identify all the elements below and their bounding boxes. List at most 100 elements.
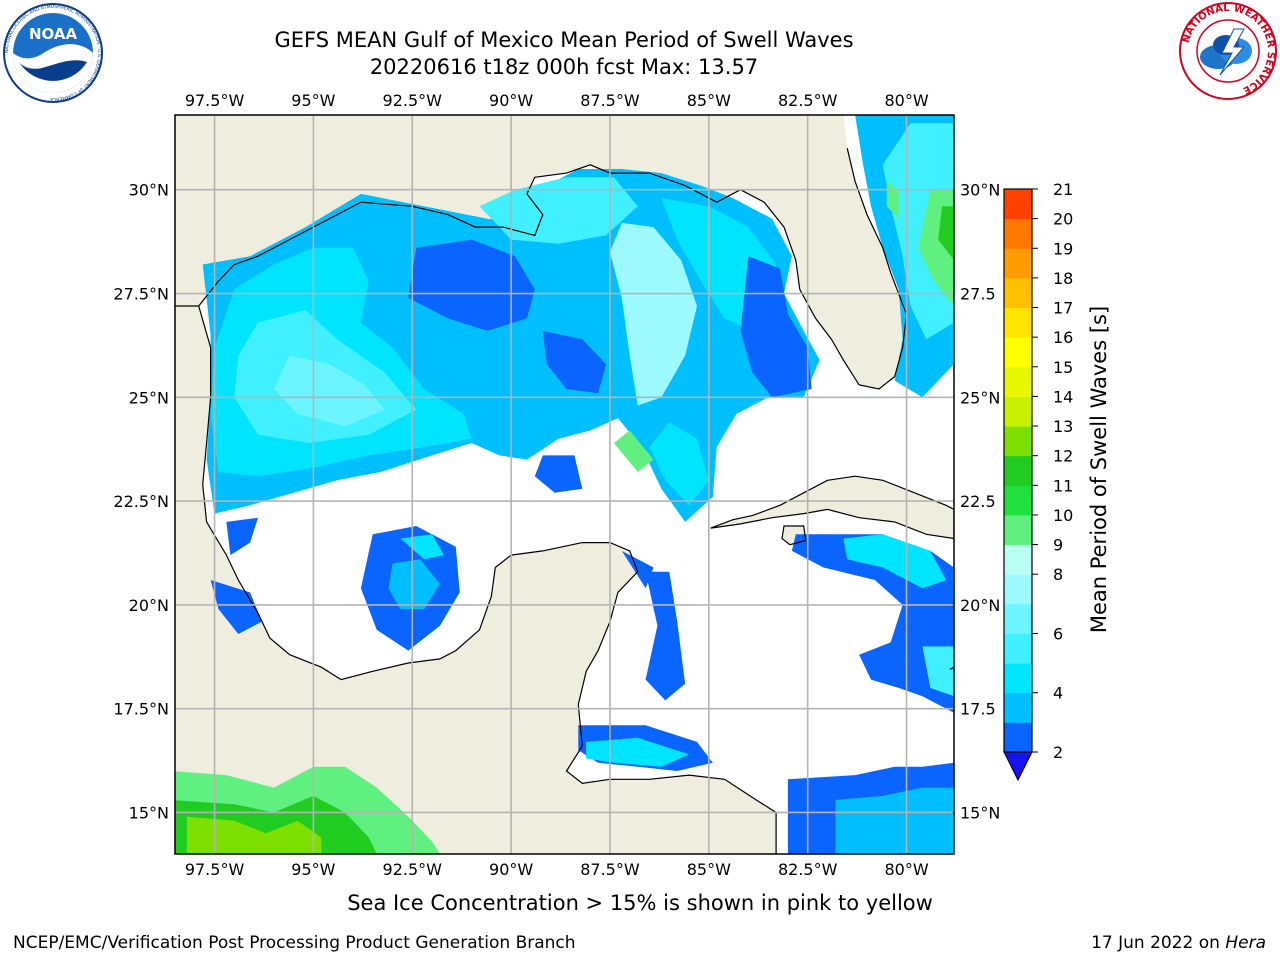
y-tick-label-left: 22.5°N	[113, 492, 169, 511]
x-tick-label-top: 97.5°W	[185, 91, 245, 110]
field-central-gulf-6s	[479, 177, 638, 244]
x-tick-label-top: 90°W	[489, 91, 533, 110]
field-e-gulf-dark	[740, 256, 812, 398]
us-landmass	[175, 115, 907, 389]
field-sw-gulf-patch	[210, 580, 262, 634]
colorbar-segment	[1004, 426, 1032, 457]
colorbar-tick-label: 10	[1053, 506, 1073, 525]
colorbar-segment	[1004, 366, 1032, 397]
field-caribbean-e-4s	[843, 534, 947, 589]
field-w-gulf-8s	[273, 355, 385, 427]
footer-branch: NCEP/EMC/Verification Post Processing Pr…	[13, 933, 576, 953]
field-florida-atlantic-11s	[938, 206, 954, 261]
lat-lon-grid	[175, 115, 954, 854]
colorbar-tick-label: 13	[1053, 417, 1073, 436]
x-tick-label-top: 80°W	[884, 91, 928, 110]
sea-ice-note: Sea Ice Concentration > 15% is shown in …	[347, 891, 933, 915]
colorbar-tick-label: 15	[1053, 358, 1073, 377]
y-tick-label-right: 17.5	[960, 700, 996, 719]
colorbar-tick-label: 6	[1053, 624, 1063, 643]
x-tick-label-top: 85°W	[687, 91, 731, 110]
field-caribbean-s-2s	[835, 787, 954, 854]
y-tick-label-right: 25°N	[960, 388, 1000, 407]
y-tick-label-left: 15°N	[129, 803, 169, 822]
cuba-landmass	[710, 476, 954, 539]
x-tick-label-bottom: 95°W	[291, 860, 335, 879]
colorbar-segment	[1004, 663, 1032, 694]
colorbar-frame	[1003, 188, 1033, 753]
colorbar-tick-label: 11	[1053, 476, 1073, 495]
field-bay-campeche-2s	[388, 559, 440, 610]
field-n-gulf-dark	[408, 239, 535, 331]
colorbar-segment	[1004, 189, 1032, 220]
colorbar-tick-label: 17	[1053, 299, 1073, 318]
y-tick-label-left: 25°N	[129, 388, 169, 407]
y-tick-label-left: 27.5°N	[113, 285, 169, 304]
x-tick-label-bottom: 92.5°W	[383, 860, 443, 879]
colorbar-segment	[1004, 337, 1032, 368]
y-tick-label-right: 15°N	[960, 803, 1000, 822]
noaa-wordmark: NOAA	[29, 25, 78, 43]
footer-host: Hera	[1225, 933, 1266, 953]
x-tick-label-bottom: 97.5°W	[185, 860, 245, 879]
chart-title: GEFS MEAN Gulf of Mexico Mean Period of …	[274, 28, 854, 52]
y-tick-label-right: 30°N	[960, 181, 1000, 200]
x-tick-label-top: 87.5°W	[580, 91, 640, 110]
colorbar-extend-arrow	[1003, 751, 1033, 782]
colorbar-tick-label: 4	[1053, 684, 1063, 703]
footer-date: 17 Jun 2022 on Hera	[1091, 933, 1266, 953]
map-ticks: 97.5°W 97.5°W 95°W 95°W 92.5°W 92.5°W 90°W 90°W…	[113, 91, 1000, 879]
field-yucatan-nw	[621, 550, 654, 589]
colorbar-tick-label: 9	[1053, 536, 1063, 555]
field-yucatan-channel	[645, 571, 686, 701]
colorbar-tick-label: 18	[1053, 269, 1073, 288]
field-honduras-coast-4s	[586, 737, 690, 767]
field-central-gulf-dark-patch	[534, 455, 583, 493]
colorbar-tick-label: 19	[1053, 239, 1073, 258]
colorbar-segment	[1004, 307, 1032, 338]
colorbar-tick-label: 16	[1053, 328, 1073, 347]
nws-logo: NATIONAL WEATHER SERVICE	[1179, 2, 1277, 100]
y-tick-label-right: 22.5	[960, 492, 996, 511]
field-florida-cape-10s	[886, 181, 899, 219]
x-tick-label-bottom: 82.5°W	[778, 860, 838, 879]
coastline-jamaica	[949, 666, 954, 688]
footer-date-text: 17 Jun 2022 on	[1091, 933, 1226, 953]
coastline-us	[175, 148, 908, 390]
colorbar: 2 4 6 8 9 10 11 12 13 14 15 16 17 18 19 20 21 Mean Period…	[1003, 180, 1111, 782]
colorbar-tick-label: 21	[1053, 180, 1073, 199]
colorbar-tick-label: 20	[1053, 210, 1073, 229]
x-tick-label-top: 82.5°W	[778, 91, 838, 110]
x-tick-label-top: 92.5°W	[383, 91, 443, 110]
y-tick-label-right: 20°N	[960, 596, 1000, 615]
mexico-central-america-landmass	[175, 306, 777, 854]
field-central-gulf-8s	[610, 222, 697, 406]
colorbar-segment	[1004, 248, 1032, 279]
y-tick-label-left: 30°N	[129, 181, 169, 200]
y-tick-label-left: 20°N	[129, 596, 169, 615]
x-tick-label-bottom: 85°W	[687, 860, 731, 879]
field-florida-atlantic-6s	[882, 123, 954, 340]
field-sw-gulf-patch-2	[226, 517, 258, 556]
colorbar-segment	[1004, 455, 1032, 486]
field-se-gulf-4s	[649, 422, 709, 506]
colorbar-segment	[1004, 722, 1032, 753]
colorbar-tick-label: 8	[1053, 565, 1063, 584]
map-area	[175, 115, 954, 854]
colorbar-segment	[1004, 603, 1032, 634]
x-tick-label-bottom: 87.5°W	[580, 860, 640, 879]
colorbar-label: Mean Period of Swell Waves [s]	[1087, 306, 1111, 633]
colorbar-segment	[1004, 574, 1032, 605]
colorbar-tick-label: 2	[1053, 743, 1063, 762]
map-frame	[174, 114, 955, 855]
noaa-logo: NOAA NATIONAL OCEANIC AND ATMOSPHERIC AD…	[3, 3, 103, 103]
chart-subtitle: 20220616 t18z 000h fcst Max: 13.57	[369, 55, 759, 79]
colorbar-segment	[1004, 218, 1032, 249]
field-pacific-13s	[186, 816, 322, 854]
colorbar-tick-label: 14	[1053, 387, 1073, 406]
field-caribbean-e-6s	[922, 646, 954, 697]
x-tick-label-bottom: 80°W	[884, 860, 928, 879]
colorbar-segment	[1004, 692, 1032, 723]
colorbar-segment	[1004, 544, 1032, 575]
